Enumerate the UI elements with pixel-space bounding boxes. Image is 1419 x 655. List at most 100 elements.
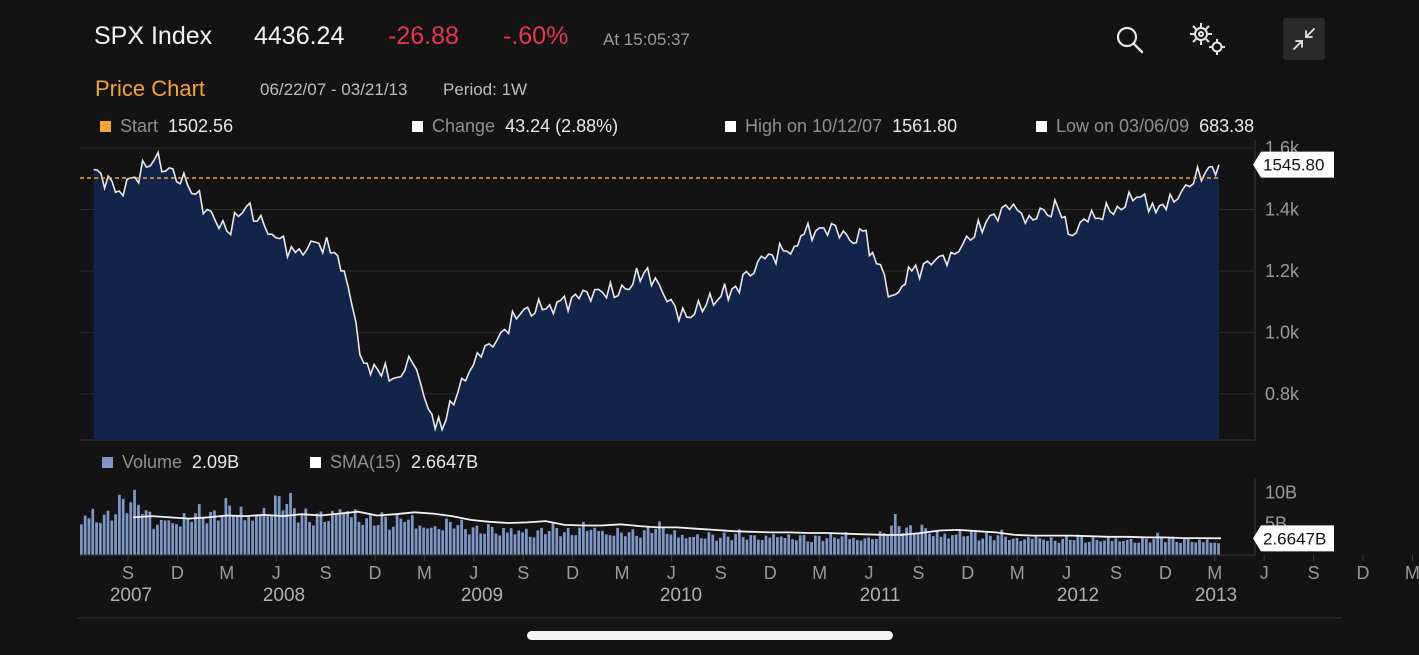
stat-high-label: High on 10/12/07	[745, 116, 883, 136]
volume-bar	[464, 529, 467, 555]
volume-bar	[840, 536, 844, 555]
volume-bar	[1008, 540, 1011, 555]
volume-bar	[954, 534, 958, 555]
volume-bar	[696, 534, 699, 555]
volume-bar	[931, 536, 935, 555]
last-price-tag-label: 1545.80	[1263, 156, 1324, 175]
volume-bar	[951, 535, 954, 555]
volume-bar	[338, 509, 342, 555]
volume-bar	[635, 535, 639, 555]
x-tick-label: D	[961, 563, 974, 583]
volume-bar	[289, 493, 292, 555]
x-tick-label: J	[1062, 563, 1071, 583]
volume-bar	[361, 525, 365, 555]
x-tick-label: M	[1207, 563, 1222, 583]
price-chart[interactable]: 0.8k1.0k1.2k1.4k1.6k 1545.80	[0, 140, 1419, 450]
volume-bar	[247, 517, 251, 555]
settings-button[interactable]	[1185, 18, 1231, 60]
volume-bar	[1053, 540, 1057, 555]
volume-bar	[772, 534, 775, 555]
stat-low-value: 683.38	[1199, 116, 1255, 136]
volume-bar	[171, 523, 175, 555]
search-button[interactable]	[1112, 22, 1148, 58]
volume-bar	[308, 522, 311, 555]
volume-bar	[487, 524, 490, 555]
volume-bar	[1015, 538, 1019, 555]
volume-bar	[1183, 538, 1186, 555]
volume-bar	[719, 537, 722, 555]
volume-bar	[601, 530, 604, 555]
volume-bar	[209, 512, 213, 555]
volume-bar	[962, 536, 966, 555]
stat-high-value: 1561.80	[892, 116, 958, 136]
stat-low-label: Low on 03/06/09	[1056, 116, 1190, 136]
volume-bar	[1205, 539, 1209, 555]
volume-bar	[528, 536, 532, 555]
volume-bar	[216, 520, 220, 555]
sma-value-tag-label: 2.6647B	[1263, 529, 1326, 548]
volume-bar	[300, 513, 304, 555]
volume-bar	[1114, 538, 1118, 555]
volume-bar	[935, 530, 939, 555]
volume-bar	[912, 533, 916, 555]
volume-bar	[1095, 539, 1099, 555]
volume-bar	[859, 540, 863, 555]
volume-bar	[563, 532, 566, 555]
volume-bar	[791, 539, 794, 555]
x-tick-label: S	[912, 563, 924, 583]
volume-bar	[175, 524, 178, 555]
volume-bar	[137, 504, 140, 555]
volume-bar	[646, 526, 650, 555]
volume-bar	[410, 515, 414, 555]
volume-bar	[384, 516, 388, 555]
stat-low: Low on 03/06/09 683.38	[1036, 116, 1254, 137]
volume-bar	[673, 530, 677, 555]
volume-bar	[471, 527, 475, 555]
period-selector[interactable]: Period: 1W	[443, 80, 528, 99]
volume-bar	[414, 528, 418, 555]
volume-bar	[802, 534, 806, 555]
volume-bar	[513, 534, 517, 555]
volume-bar	[506, 532, 509, 555]
volume-bar	[593, 527, 597, 555]
volume-bar	[589, 529, 593, 555]
volume-label: Volume	[122, 452, 183, 472]
price-y-tick-label: 1.2k	[1265, 261, 1300, 281]
volume-bar	[467, 534, 471, 555]
x-tick-label: M	[1010, 563, 1025, 583]
volume-bar	[1103, 540, 1106, 555]
volume-bar	[768, 537, 772, 555]
price-area	[93, 152, 1220, 440]
volume-bar	[426, 528, 429, 555]
home-indicator[interactable]	[527, 631, 893, 640]
volume-bar	[1110, 541, 1114, 555]
volume-bar	[399, 518, 403, 555]
volume-bar	[1213, 542, 1217, 555]
volume-bar	[1061, 538, 1065, 555]
volume-bar	[213, 510, 216, 555]
minimize-button[interactable]	[1283, 18, 1325, 60]
volume-bar	[281, 510, 285, 555]
volume-bar	[83, 515, 87, 555]
volume-bar	[779, 536, 783, 555]
price-y-tick-label: 0.8k	[1265, 384, 1300, 404]
volume-bar	[559, 536, 562, 555]
volume-bar	[1194, 542, 1198, 555]
volume-bar	[133, 489, 136, 555]
volume-bar	[483, 533, 486, 555]
volume-bar	[582, 522, 585, 555]
volume-bar	[331, 510, 334, 555]
volume-bar	[220, 516, 224, 555]
volume-bar	[726, 536, 730, 555]
volume-bar	[749, 535, 753, 555]
volume-bar	[369, 515, 372, 555]
volume-legend: Volume 2.09B	[102, 452, 239, 473]
volume-bar	[863, 538, 867, 555]
last-price: 4436.24	[254, 22, 345, 50]
volume-bar	[1019, 541, 1023, 555]
high-legend-swatch	[725, 121, 736, 132]
start-legend-swatch	[100, 121, 111, 132]
price-y-tick-label: 1.0k	[1265, 322, 1300, 342]
volume-bar	[631, 529, 635, 555]
